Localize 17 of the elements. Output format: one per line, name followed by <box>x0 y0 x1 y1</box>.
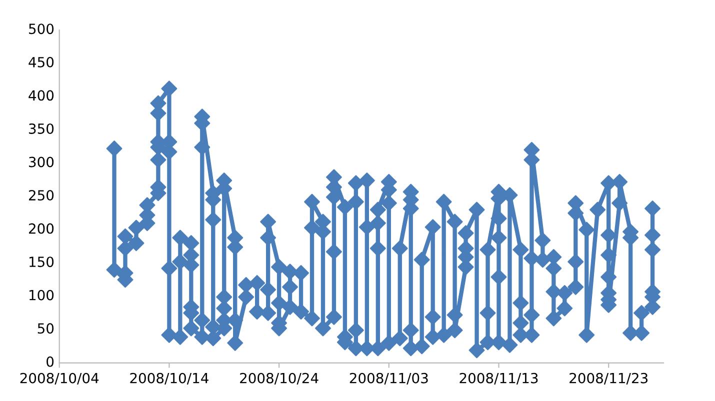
x-tick-label: 2008/10/14 <box>130 372 208 384</box>
y-tick-label: 150 <box>30 256 54 268</box>
x-tick-label: 2008/11/03 <box>350 372 428 384</box>
x-tick-label: 2008/11/13 <box>460 372 538 384</box>
y-tick-label: 100 <box>30 290 54 300</box>
y-tick-label: 350 <box>29 123 54 134</box>
x-tick-label: 2008/10/24 <box>240 372 318 384</box>
y-tick-label: 400 <box>28 90 54 101</box>
x-tick-label: 2008/10/04 <box>20 372 99 384</box>
y-tick-label: 0 <box>46 356 54 367</box>
y-tick-label: 200 <box>28 223 54 234</box>
y-tick-label: 300 <box>29 156 54 168</box>
y-tick-label: 250 <box>28 190 54 201</box>
y-tick-label: 50 <box>38 323 54 334</box>
y-tick-label: 450 <box>28 56 54 68</box>
x-tick-label: 2008/11/23 <box>570 372 648 384</box>
y-tick-label: 500 <box>29 24 54 34</box>
